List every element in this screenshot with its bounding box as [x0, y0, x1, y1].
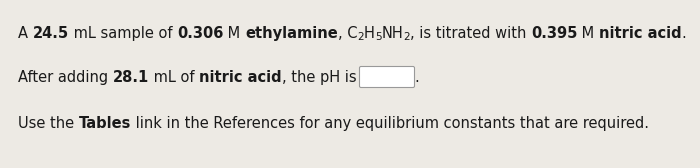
Text: 0.306: 0.306: [177, 26, 223, 41]
Text: .: .: [414, 70, 419, 85]
Text: After adding: After adding: [18, 70, 113, 85]
Text: Tables: Tables: [78, 116, 131, 131]
Text: , is titrated with: , is titrated with: [410, 26, 531, 41]
Text: 5: 5: [374, 32, 382, 42]
Text: 2: 2: [357, 32, 364, 42]
Text: 28.1: 28.1: [113, 70, 149, 85]
Text: A: A: [18, 26, 33, 41]
Text: link in the References for any equilibrium constants that are required.: link in the References for any equilibri…: [131, 116, 649, 131]
Text: mL of: mL of: [149, 70, 199, 85]
Text: mL sample of: mL sample of: [69, 26, 177, 41]
Text: 24.5: 24.5: [33, 26, 69, 41]
Text: .: .: [682, 26, 686, 41]
Text: , the pH is: , the pH is: [281, 70, 361, 85]
Text: M: M: [577, 26, 599, 41]
Text: ethylamine: ethylamine: [245, 26, 337, 41]
Text: Use the: Use the: [18, 116, 78, 131]
Text: nitric acid: nitric acid: [199, 70, 281, 85]
Text: 2: 2: [403, 32, 410, 42]
FancyBboxPatch shape: [360, 67, 414, 88]
Text: nitric acid: nitric acid: [599, 26, 682, 41]
Text: H: H: [364, 26, 374, 41]
Text: M: M: [223, 26, 245, 41]
Text: 0.395: 0.395: [531, 26, 577, 41]
Text: , C: , C: [337, 26, 357, 41]
Text: NH: NH: [382, 26, 403, 41]
